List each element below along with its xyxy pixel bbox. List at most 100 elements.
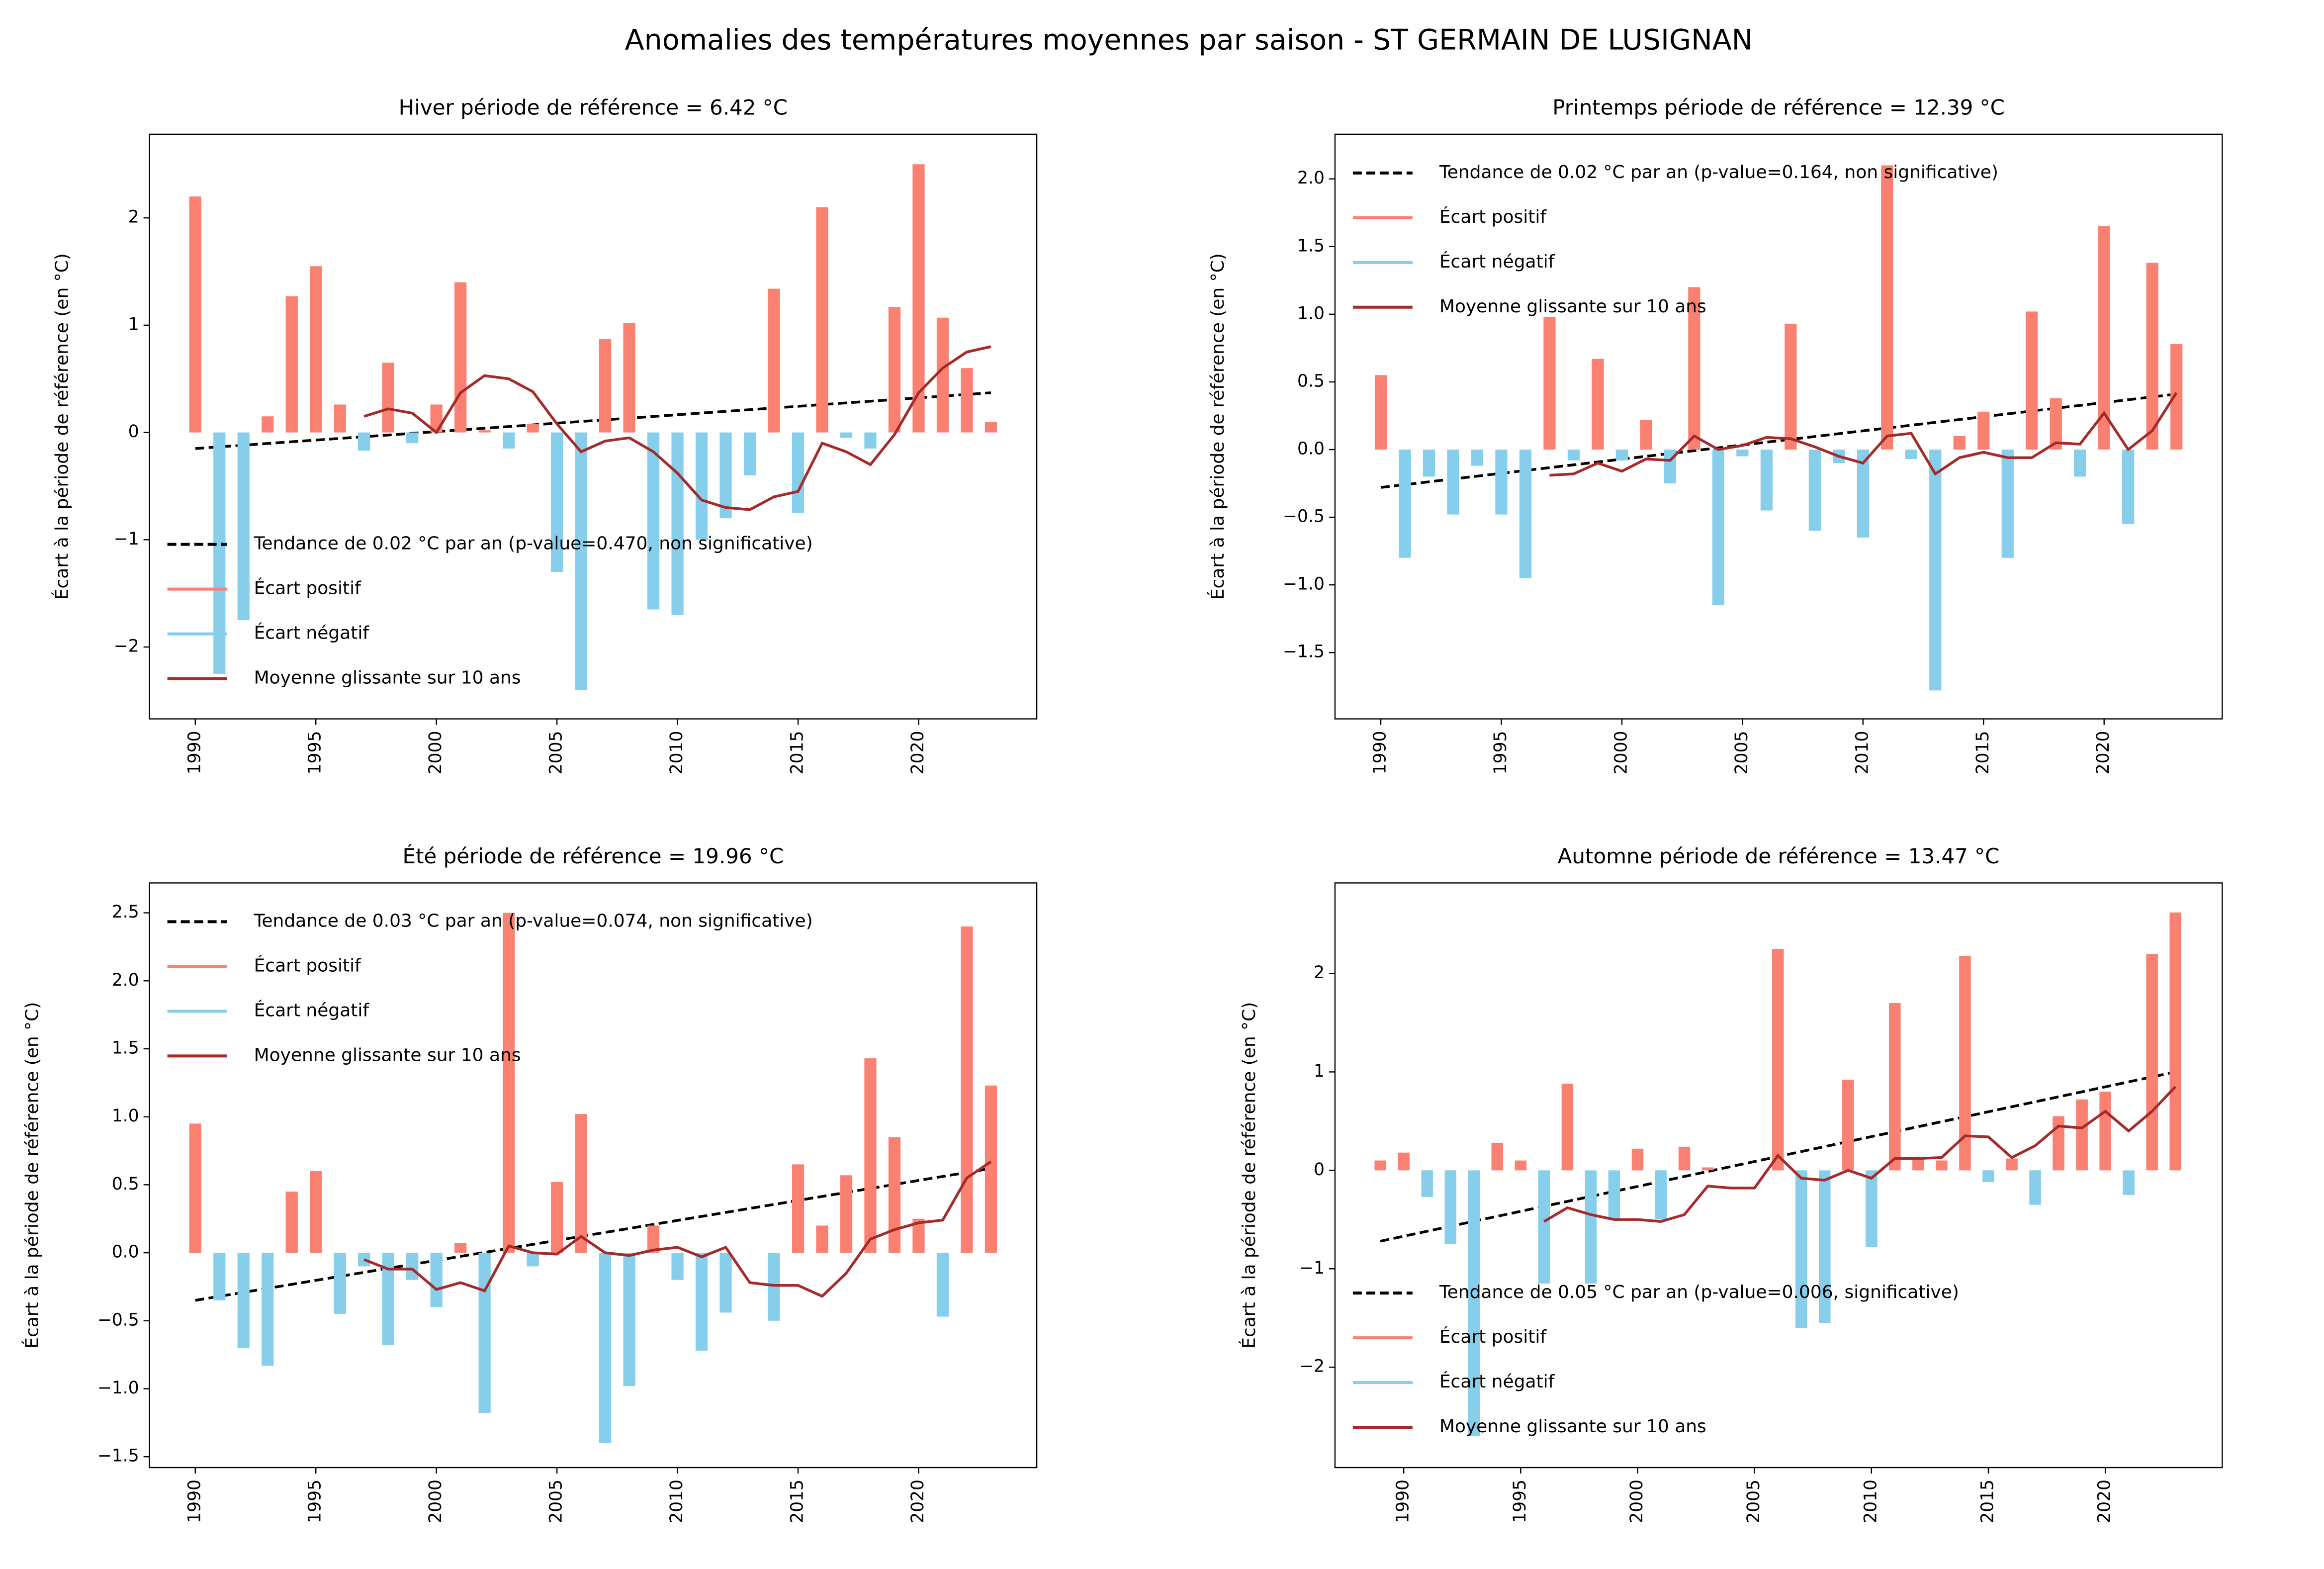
bar [1959, 955, 1971, 1171]
axes-frame [1334, 882, 2223, 1469]
bar [1538, 1170, 1550, 1284]
x-tick-label: 2005 [1744, 1479, 1764, 1523]
bar [285, 296, 298, 433]
bar [1543, 317, 1556, 450]
x-tick-label: 2015 [788, 1479, 807, 1523]
y-tick-label: 1.0 [1297, 303, 1325, 323]
bar [262, 1253, 274, 1366]
bar [2053, 1116, 2064, 1171]
x-tick-label: 1995 [305, 1479, 325, 1523]
y-tick-label: −0.5 [1283, 507, 1325, 527]
bar [1468, 1170, 1480, 1436]
x-tick-label: 1990 [1393, 1479, 1413, 1523]
bar [1491, 1142, 1504, 1171]
x-tick-label: 2010 [667, 731, 687, 775]
bar [671, 1253, 684, 1280]
chart-title: Été période de référence = 19.96 °C [402, 843, 784, 868]
bar [1519, 449, 1532, 578]
y-tick-label: 2 [128, 207, 139, 227]
legend-label: Moyenne glissante sur 10 ans [254, 668, 521, 688]
axes-frame [1334, 133, 2223, 720]
bar [1982, 1170, 1994, 1183]
x-tick-label: 2000 [426, 731, 446, 775]
legend-label: Écart négatif [1439, 1371, 1555, 1392]
figure-title: Anomalies des températures moyennes par … [625, 24, 1753, 57]
bar [213, 432, 226, 674]
axes-frame [149, 882, 1038, 1469]
x-tick-label: 2015 [1973, 731, 1993, 775]
bar [1399, 449, 1411, 558]
bar [1374, 1160, 1386, 1171]
bar [888, 307, 901, 433]
x-tick-label: 2000 [426, 1479, 446, 1523]
bar [623, 1253, 635, 1386]
x-tick-label: 1995 [305, 731, 325, 775]
bar [864, 1058, 877, 1253]
y-axis-label: Écart à la période de référence (en °C) [1239, 1002, 1259, 1349]
y-tick-label: 0.0 [112, 1242, 139, 1262]
bar [1808, 449, 1821, 531]
bar [1842, 1080, 1854, 1171]
bar [2006, 1158, 2018, 1171]
bar [358, 432, 370, 451]
bar [840, 1175, 853, 1253]
bar [382, 363, 394, 433]
bar [575, 1114, 587, 1253]
y-tick-label: 1.5 [1297, 236, 1325, 256]
y-tick-label: 0 [1314, 1160, 1325, 1180]
bar [1471, 449, 1484, 466]
trend-line [195, 1167, 991, 1302]
bar [1447, 449, 1459, 515]
y-tick-label: 2.5 [112, 902, 139, 922]
y-tick-label: 1.5 [112, 1038, 139, 1058]
bar [189, 1123, 201, 1253]
bar [1953, 436, 1966, 450]
bar [1795, 1170, 1807, 1328]
bar [647, 1225, 660, 1253]
bar [864, 432, 877, 449]
bar [888, 1137, 901, 1253]
bar [695, 1253, 708, 1351]
bar [406, 1253, 419, 1280]
bar [1515, 1160, 1527, 1171]
y-tick-label: −2 [114, 637, 139, 656]
x-tick-label: 2010 [1852, 731, 1872, 775]
y-axis-label: Écart à la période de référence (en °C) [1207, 253, 1228, 600]
bar [478, 430, 491, 433]
bar [2050, 398, 2062, 450]
bar [2122, 449, 2135, 524]
legend-label: Tendance de 0.05 °C par an (p-value=0.00… [1439, 1282, 1959, 1302]
bar [840, 432, 853, 438]
bar [768, 1253, 780, 1321]
bar [1866, 1170, 1877, 1247]
bar [2029, 1170, 2041, 1205]
legend-label: Écart négatif [254, 623, 370, 644]
y-tick-label: −1 [1299, 1258, 1325, 1278]
moving-average-line [1543, 1086, 2177, 1223]
bar [961, 368, 973, 433]
bar [2169, 912, 2182, 1171]
axes-frame [149, 133, 1038, 720]
legend-label: Écart positif [1439, 206, 1547, 227]
bar [1889, 1003, 1901, 1171]
bar [936, 317, 949, 433]
bar [1421, 1170, 1433, 1197]
y-tick-label: −1.0 [1283, 574, 1325, 594]
x-tick-label: 2020 [2095, 1479, 2115, 1523]
bar [792, 432, 804, 513]
bar [1912, 1158, 1924, 1171]
bar [1760, 449, 1773, 511]
legend-label: Écart positif [1439, 1326, 1547, 1347]
bar [961, 926, 973, 1253]
bar [743, 432, 756, 475]
x-tick-label: 2010 [667, 1479, 687, 1523]
bar [1977, 411, 1990, 450]
bar [1701, 1167, 1714, 1171]
x-tick-label: 1995 [1491, 731, 1511, 775]
x-tick-label: 2015 [1977, 1479, 1997, 1523]
bar [189, 196, 201, 433]
bar [1712, 449, 1725, 605]
y-tick-label: 0.0 [1297, 439, 1325, 459]
bar [1905, 449, 1917, 460]
